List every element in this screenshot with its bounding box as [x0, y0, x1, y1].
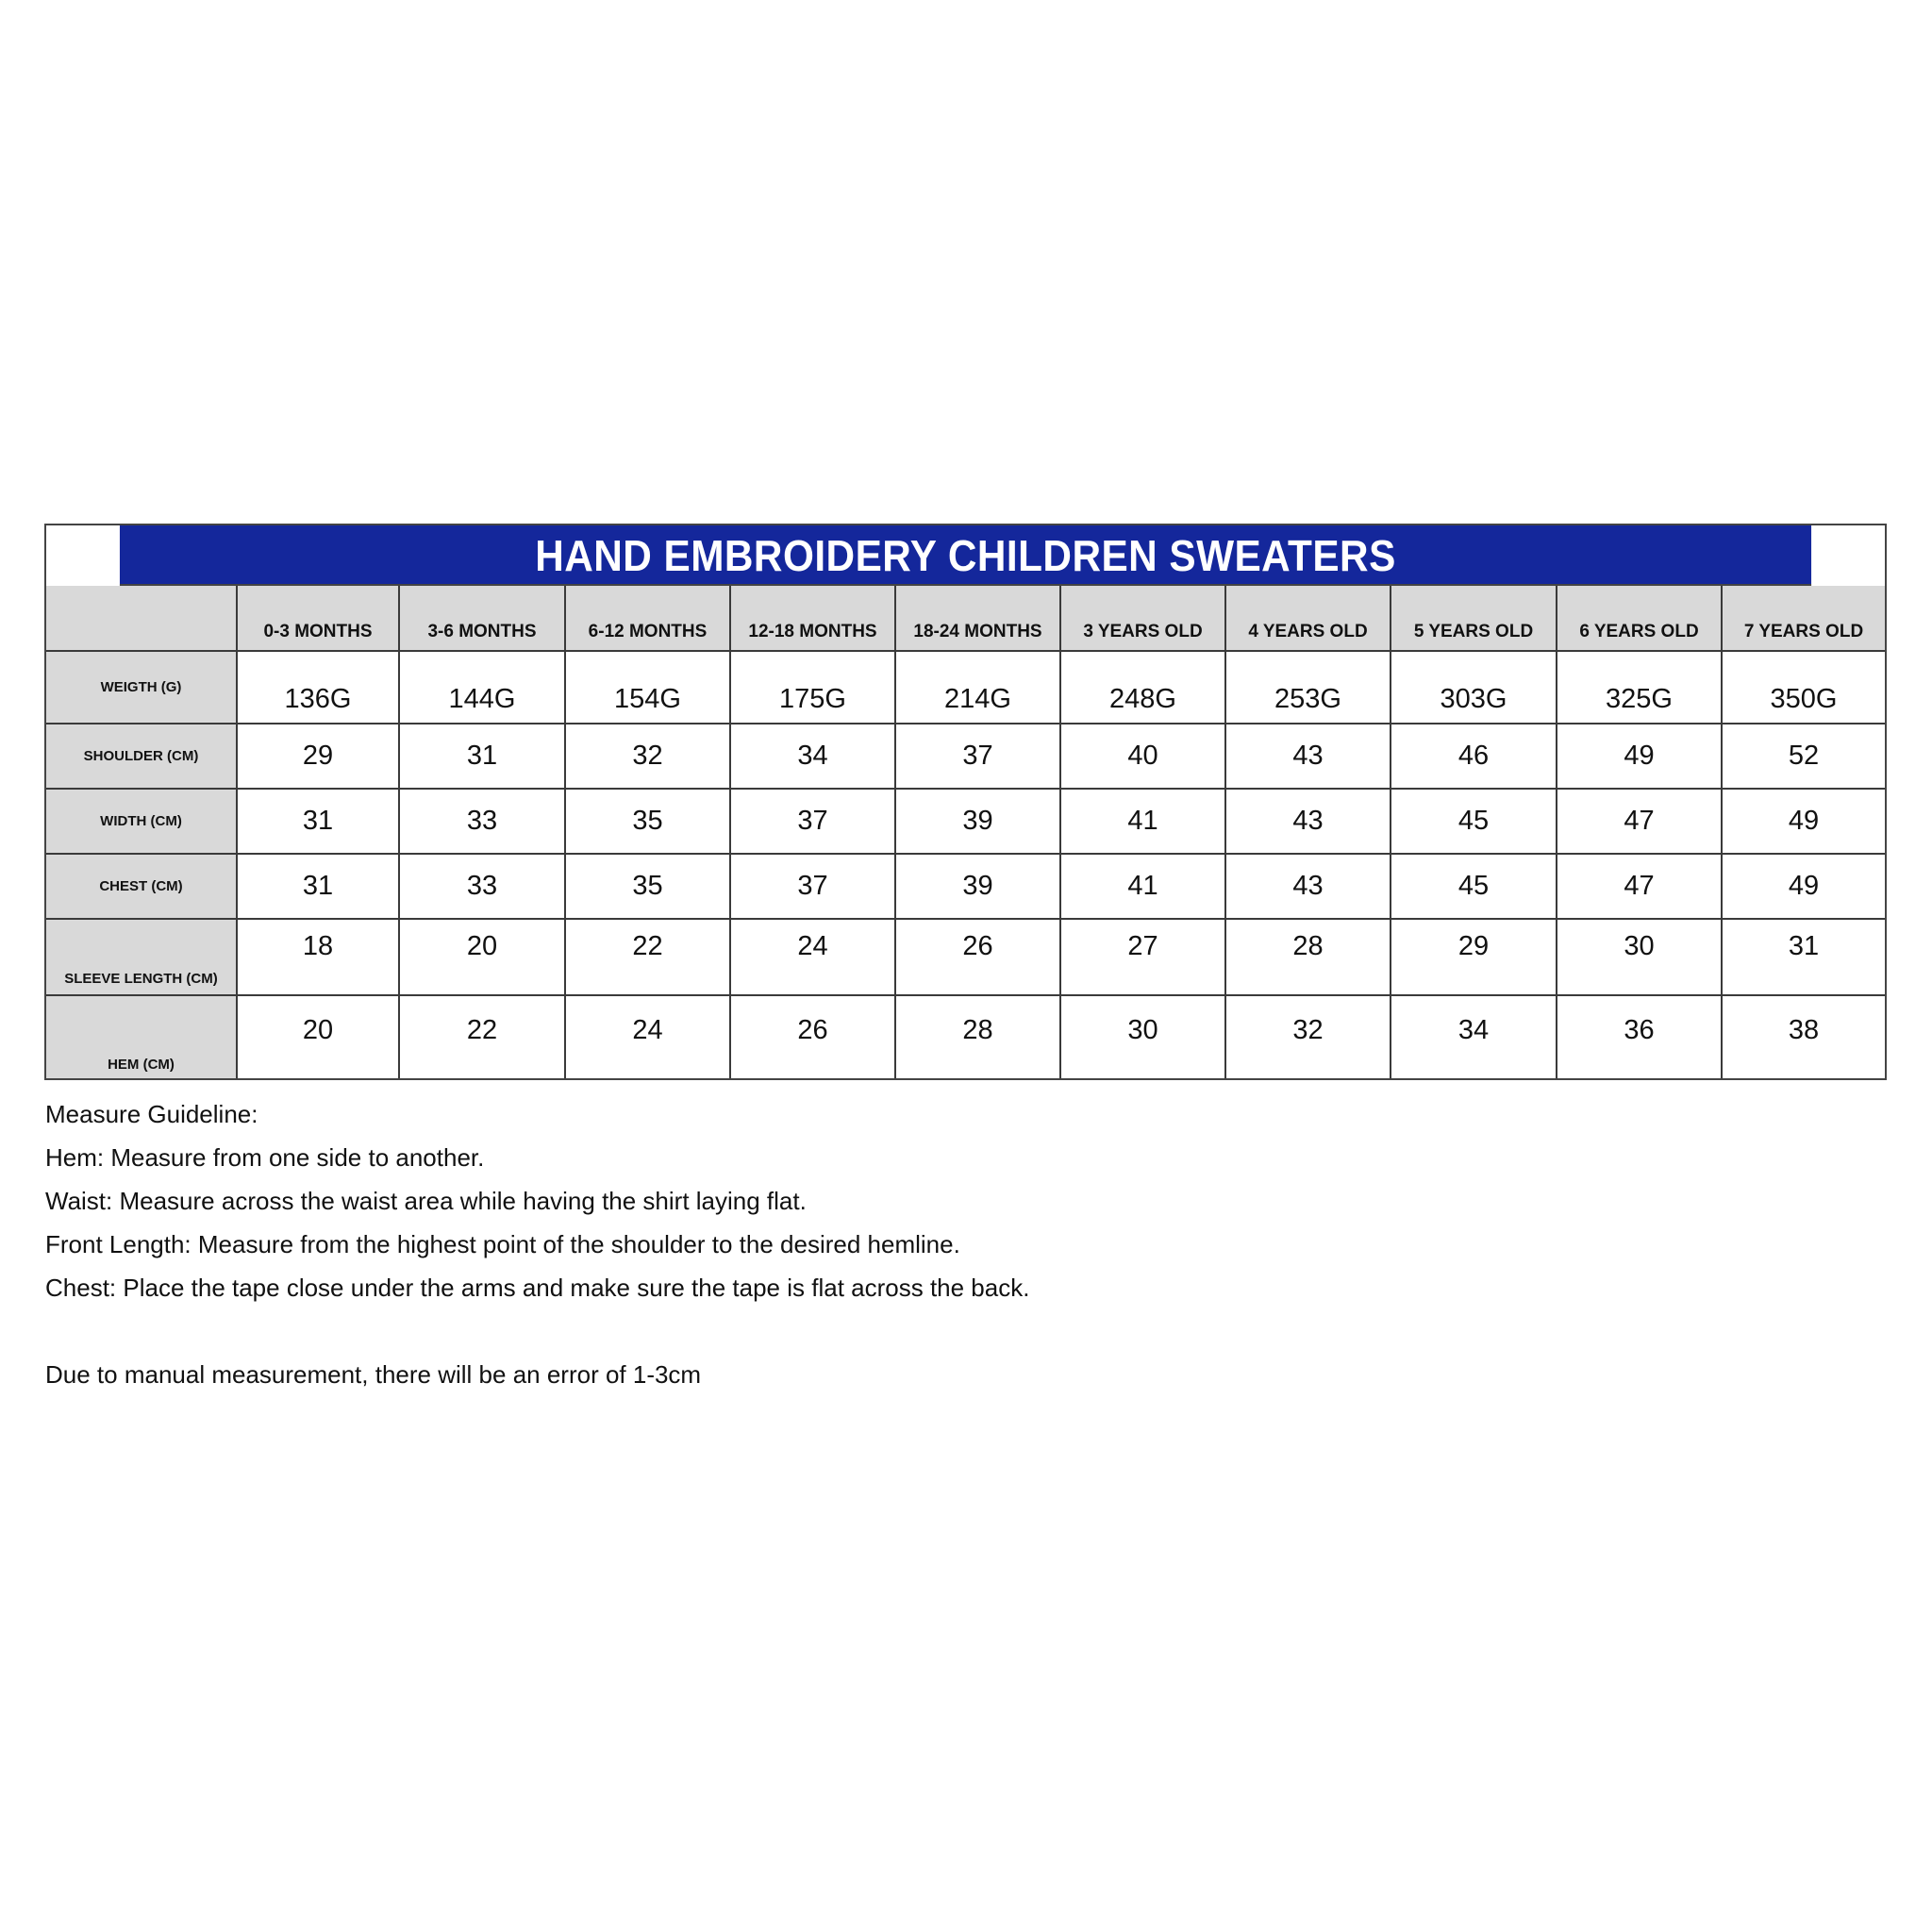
- measurement-disclaimer: Due to manual measurement, there will be…: [45, 1360, 702, 1389]
- row-label: HEM (CM): [46, 994, 238, 1078]
- table-cell: 22: [398, 994, 566, 1078]
- table-cell: 24: [729, 918, 896, 996]
- guideline-chest: Chest: Place the tape close under the ar…: [45, 1274, 1030, 1302]
- chart-title: HAND EMBROIDERY CHILDREN SWEATERS: [119, 525, 1812, 586]
- row-label: SLEEVE LENGTH (CM): [46, 918, 238, 996]
- table-cell: 30: [1059, 994, 1226, 1078]
- table-cell: 303G: [1390, 650, 1557, 724]
- column-header: 7 YEARS OLD: [1721, 586, 1885, 652]
- table-cell: 350G: [1721, 650, 1885, 724]
- table-row: WIDTH (CM) 31 33 35 37 39 41 43 45 47 49: [46, 788, 1885, 855]
- table-row: WEIGTH (G) 136G 144G 154G 175G 214G 248G 253G 30…: [46, 650, 1885, 724]
- table-cell: 20: [398, 918, 566, 996]
- table-cell: 144G: [398, 650, 566, 724]
- table-cell: 45: [1390, 788, 1557, 855]
- table-cell: 29: [236, 723, 400, 790]
- column-header: 3-6 MONTHS: [398, 586, 566, 652]
- table-cell: 28: [1224, 918, 1391, 996]
- column-header: 18-24 MONTHS: [894, 586, 1061, 652]
- table-cell: 41: [1059, 788, 1226, 855]
- table-cell: 32: [564, 723, 731, 790]
- row-label: WIDTH (CM): [46, 788, 238, 855]
- column-header: 6-12 MONTHS: [564, 586, 731, 652]
- column-header: 5 YEARS OLD: [1390, 586, 1557, 652]
- table-cell: 136G: [236, 650, 400, 724]
- table-cell: 43: [1224, 723, 1391, 790]
- corner-cell: [46, 586, 238, 652]
- table-cell: 37: [729, 853, 896, 920]
- table-cell: 253G: [1224, 650, 1391, 724]
- header-row: 0-3 MONTHS 3-6 MONTHS 6-12 MONTHS 12-18 MON…: [46, 586, 1885, 652]
- table-row: SHOULDER (CM) 29 31 32 34 37 40 43 46 49 52: [46, 723, 1885, 790]
- table-cell: 37: [729, 788, 896, 855]
- table-row: HEM (CM) 20 22 24 26 28 30 32 34 36 38: [46, 994, 1885, 1078]
- guideline-waist: Waist: Measure across the waist area whi…: [45, 1187, 807, 1215]
- table-cell: 43: [1224, 788, 1391, 855]
- table-cell: 31: [236, 853, 400, 920]
- table-cell: 45: [1390, 853, 1557, 920]
- table-cell: 248G: [1059, 650, 1226, 724]
- table-cell: 35: [564, 788, 731, 855]
- measure-guideline: Measure Guideline: Hem: Measure from one…: [45, 1092, 1029, 1396]
- table-cell: 34: [1390, 994, 1557, 1078]
- table-cell: 47: [1556, 788, 1723, 855]
- table-cell: 20: [236, 994, 400, 1078]
- table-cell: 52: [1721, 723, 1885, 790]
- table-cell: 29: [1390, 918, 1557, 996]
- table-cell: 33: [398, 853, 566, 920]
- table-cell: 36: [1556, 994, 1723, 1078]
- table-cell: 46: [1390, 723, 1557, 790]
- table-cell: 31: [236, 788, 400, 855]
- table-cell: 31: [398, 723, 566, 790]
- table-cell: 32: [1224, 994, 1391, 1078]
- table-cell: 26: [894, 918, 1061, 996]
- table-row: SLEEVE LENGTH (CM) 18 20 22 24 26 27 28 29 30 31: [46, 918, 1885, 996]
- column-header: 12-18 MONTHS: [729, 586, 896, 652]
- size-chart: HAND EMBROIDERY CHILDREN SWEATERS 0-3 MO…: [44, 524, 1887, 1080]
- table-cell: 18: [236, 918, 400, 996]
- table-cell: 34: [729, 723, 896, 790]
- table-cell: 47: [1556, 853, 1723, 920]
- table-cell: 43: [1224, 853, 1391, 920]
- table-cell: 214G: [894, 650, 1061, 724]
- column-header: 4 YEARS OLD: [1224, 586, 1391, 652]
- table-cell: 22: [564, 918, 731, 996]
- table-cell: 37: [894, 723, 1061, 790]
- row-label: SHOULDER (CM): [46, 723, 238, 790]
- table-cell: 33: [398, 788, 566, 855]
- table-cell: 24: [564, 994, 731, 1078]
- table-cell: 49: [1556, 723, 1723, 790]
- column-header: 6 YEARS OLD: [1556, 586, 1723, 652]
- size-table: 0-3 MONTHS 3-6 MONTHS 6-12 MONTHS 12-18 MON…: [46, 586, 1885, 1078]
- table-cell: 30: [1556, 918, 1723, 996]
- table-cell: 39: [894, 853, 1061, 920]
- table-cell: 38: [1721, 994, 1885, 1078]
- table-cell: 49: [1721, 853, 1885, 920]
- table-cell: 40: [1059, 723, 1226, 790]
- table-cell: 154G: [564, 650, 731, 724]
- table-cell: 31: [1721, 918, 1885, 996]
- table-cell: 27: [1059, 918, 1226, 996]
- guideline-heading: Measure Guideline:: [45, 1100, 258, 1128]
- guideline-front-length: Front Length: Measure from the highest p…: [45, 1230, 960, 1258]
- guideline-hem: Hem: Measure from one side to another.: [45, 1143, 485, 1172]
- row-label: WEIGTH (G): [46, 650, 238, 724]
- table-cell: 175G: [729, 650, 896, 724]
- table-cell: 41: [1059, 853, 1226, 920]
- table-cell: 325G: [1556, 650, 1723, 724]
- column-header: 3 YEARS OLD: [1059, 586, 1226, 652]
- table-cell: 39: [894, 788, 1061, 855]
- table-cell: 26: [729, 994, 896, 1078]
- table-cell: 35: [564, 853, 731, 920]
- table-cell: 28: [894, 994, 1061, 1078]
- column-header: 0-3 MONTHS: [236, 586, 400, 652]
- table-cell: 49: [1721, 788, 1885, 855]
- table-row: CHEST (CM) 31 33 35 37 39 41 43 45 47 49: [46, 853, 1885, 920]
- row-label: CHEST (CM): [46, 853, 238, 920]
